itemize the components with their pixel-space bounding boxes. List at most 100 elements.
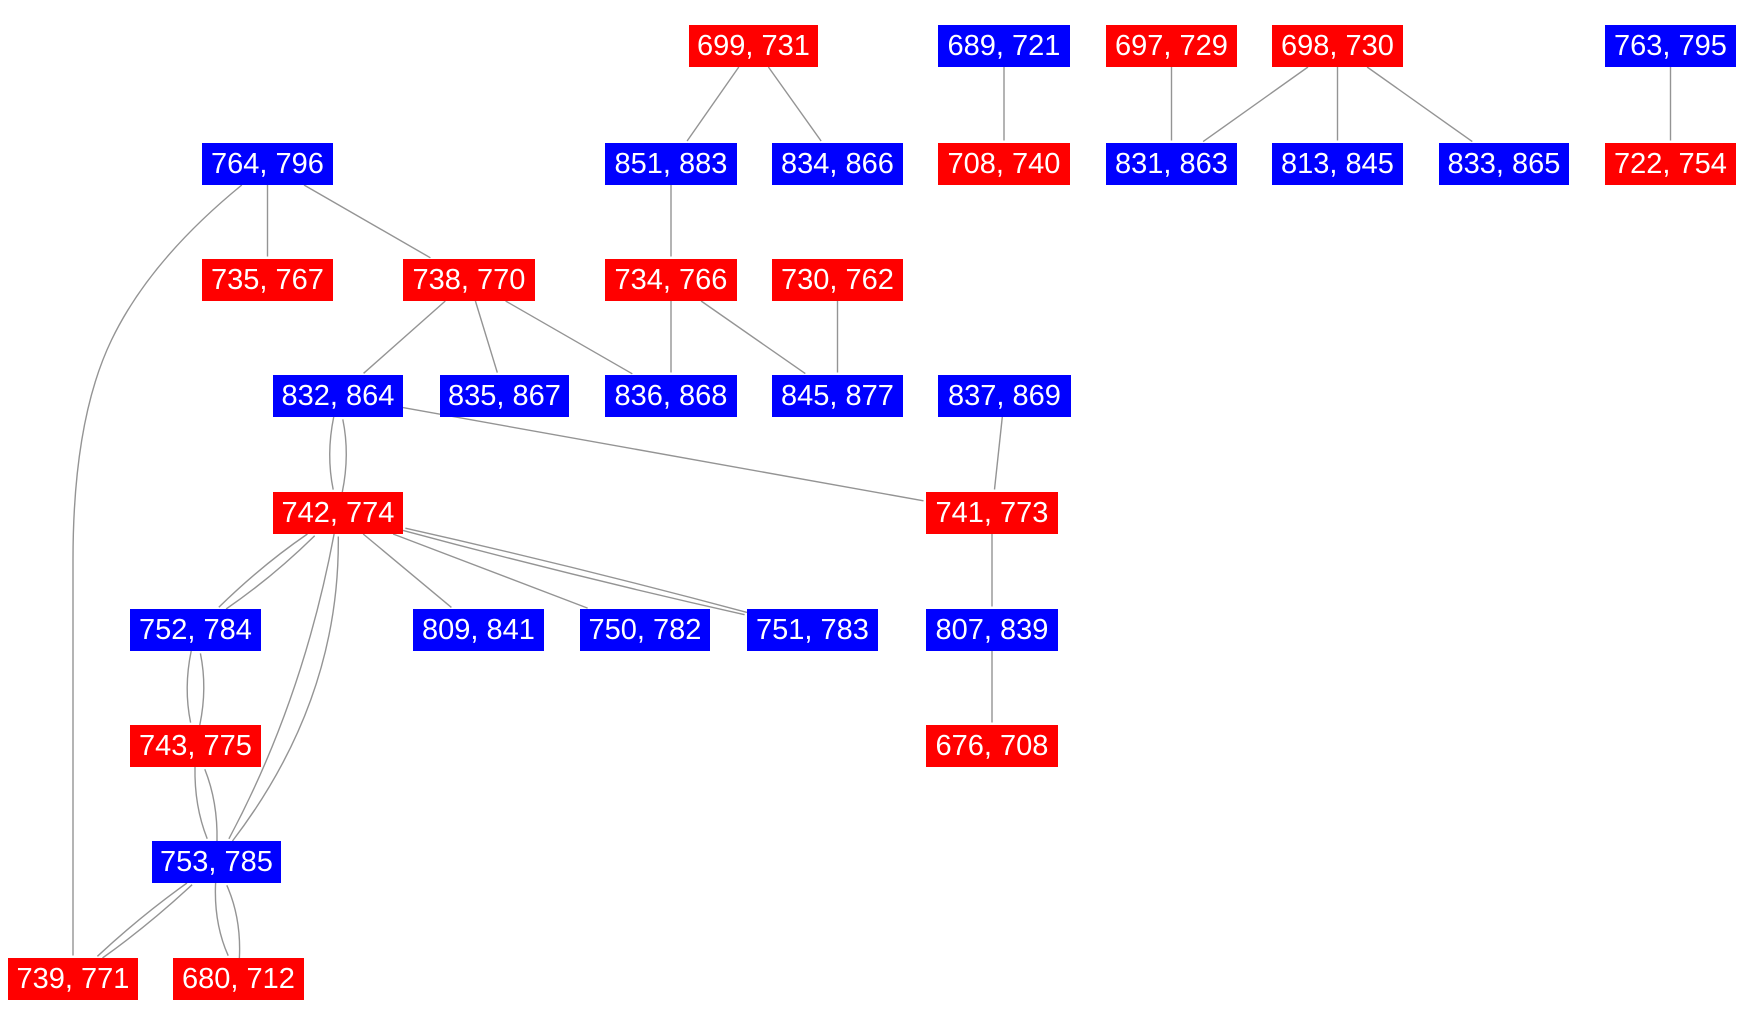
node-label: 722, 754 — [1614, 147, 1727, 180]
node-label: 807, 839 — [935, 613, 1049, 646]
edge-752-784-to-743-775 — [186, 650, 192, 723]
node-722-754: 722, 754 — [1605, 143, 1736, 185]
node-699-731: 699, 731 — [689, 25, 818, 67]
edge-753-785-to-743-775 — [204, 769, 218, 842]
node-label: 697, 729 — [1115, 29, 1228, 62]
node-739-771: 739, 771 — [8, 958, 138, 1000]
node-735-767: 735, 767 — [202, 259, 333, 301]
node-label: 835, 867 — [448, 379, 561, 412]
edge-837-869-to-741-773 — [993, 416, 1003, 490]
node-836-868: 836, 868 — [605, 375, 737, 417]
node-label: 708, 740 — [947, 147, 1061, 180]
node-label: 730, 762 — [781, 263, 894, 296]
node-680-712: 680, 712 — [173, 958, 304, 1000]
node-835-867: 835, 867 — [440, 375, 569, 417]
node-label: 753, 785 — [160, 845, 273, 878]
node-label: 739, 771 — [16, 962, 130, 995]
node-832-864: 832, 864 — [273, 375, 403, 417]
node-813-845: 813, 845 — [1272, 143, 1403, 185]
node-label: 742, 774 — [281, 496, 395, 529]
node-label: 680, 712 — [182, 962, 295, 995]
edge-832-864-to-741-773 — [402, 406, 924, 502]
node-698-730: 698, 730 — [1272, 25, 1403, 67]
node-833-865: 833, 865 — [1439, 143, 1569, 185]
edge-764-796-to-739-771 — [72, 184, 243, 956]
edge-734-766-to-845-877 — [700, 300, 806, 375]
edge-832-864-to-742-774 — [329, 416, 335, 490]
node-751-783: 751, 783 — [747, 609, 878, 651]
node-label: 698, 730 — [1281, 29, 1394, 62]
edge-743-775-to-753-785 — [194, 766, 208, 839]
node-845-877: 845, 877 — [772, 375, 903, 417]
edge-743-775-to-752-784 — [199, 653, 205, 726]
edge-753-785-to-742-774 — [231, 536, 340, 842]
edge-680-712-to-753-785 — [226, 885, 241, 959]
edge-752-784-to-742-774 — [225, 535, 316, 610]
node-752-784: 752, 784 — [130, 609, 261, 651]
node-label: 735, 767 — [211, 263, 324, 296]
node-741-773: 741, 773 — [926, 492, 1058, 534]
node-label: 763, 795 — [1614, 29, 1727, 62]
node-label: 831, 863 — [1115, 147, 1228, 180]
edge-753-785-to-739-771 — [96, 882, 188, 957]
node-851-883: 851, 883 — [605, 143, 737, 185]
edge-742-774-to-753-785 — [228, 533, 335, 840]
node-807-839: 807, 839 — [926, 609, 1058, 651]
edge-751-783-to-742-774 — [405, 527, 748, 614]
node-738-770: 738, 770 — [403, 259, 535, 301]
edge-742-774-to-750-782 — [392, 533, 588, 609]
node-label: 751, 783 — [756, 613, 869, 646]
node-750-782: 750, 782 — [580, 609, 710, 651]
edge-742-774-to-752-784 — [218, 533, 308, 608]
node-label: 743, 775 — [139, 729, 252, 762]
edge-753-785-to-680-712 — [214, 882, 229, 956]
edge-742-774-to-809-841 — [362, 533, 452, 608]
node-689-721: 689, 721 — [938, 25, 1070, 67]
node-837-869: 837, 869 — [938, 375, 1071, 417]
node-label: 832, 864 — [281, 379, 395, 412]
node-label: 689, 721 — [947, 29, 1061, 62]
node-734-766: 734, 766 — [605, 259, 737, 301]
node-730-762: 730, 762 — [772, 259, 903, 301]
edge-739-771-to-753-785 — [102, 884, 193, 959]
node-label: 837, 869 — [948, 379, 1061, 412]
edge-742-774-to-751-783 — [402, 529, 745, 616]
edge-738-770-to-835-867 — [474, 300, 498, 373]
node-label: 833, 865 — [1447, 147, 1561, 180]
edge-764-796-to-738-770 — [303, 184, 431, 259]
node-label: 750, 782 — [588, 613, 702, 646]
node-742-774: 742, 774 — [273, 492, 403, 534]
node-708-740: 708, 740 — [938, 143, 1070, 185]
edge-699-731-to-834-866 — [767, 66, 822, 142]
edge-738-770-to-836-868 — [505, 300, 633, 375]
node-label: 738, 770 — [412, 263, 526, 296]
node-label: 734, 766 — [614, 263, 728, 296]
node-label: 845, 877 — [781, 379, 894, 412]
edge-698-730-to-833-865 — [1366, 66, 1473, 143]
node-label: 836, 868 — [614, 379, 728, 412]
node-753-785: 753, 785 — [152, 841, 281, 883]
node-831-863: 831, 863 — [1106, 143, 1237, 185]
node-809-841: 809, 841 — [413, 609, 544, 651]
node-764-796: 764, 796 — [202, 143, 333, 185]
node-label: 834, 866 — [781, 147, 894, 180]
node-697-729: 697, 729 — [1106, 25, 1237, 67]
edge-742-774-to-832-864 — [341, 419, 347, 493]
node-label: 676, 708 — [935, 729, 1049, 762]
edge-698-730-to-831-863 — [1202, 66, 1309, 143]
node-label: 813, 845 — [1281, 147, 1394, 180]
node-label: 752, 784 — [139, 613, 252, 646]
node-834-866: 834, 866 — [772, 143, 903, 185]
node-743-775: 743, 775 — [130, 725, 261, 767]
node-676-708: 676, 708 — [926, 725, 1058, 767]
node-label: 851, 883 — [614, 147, 728, 180]
edge-738-770-to-832-864 — [363, 300, 446, 374]
node-label: 741, 773 — [935, 496, 1049, 529]
edge-699-731-to-851-883 — [686, 66, 740, 142]
node-label: 764, 796 — [211, 147, 324, 180]
node-label: 809, 841 — [422, 613, 535, 646]
node-763-795: 763, 795 — [1605, 25, 1736, 67]
node-label: 699, 731 — [697, 29, 810, 62]
